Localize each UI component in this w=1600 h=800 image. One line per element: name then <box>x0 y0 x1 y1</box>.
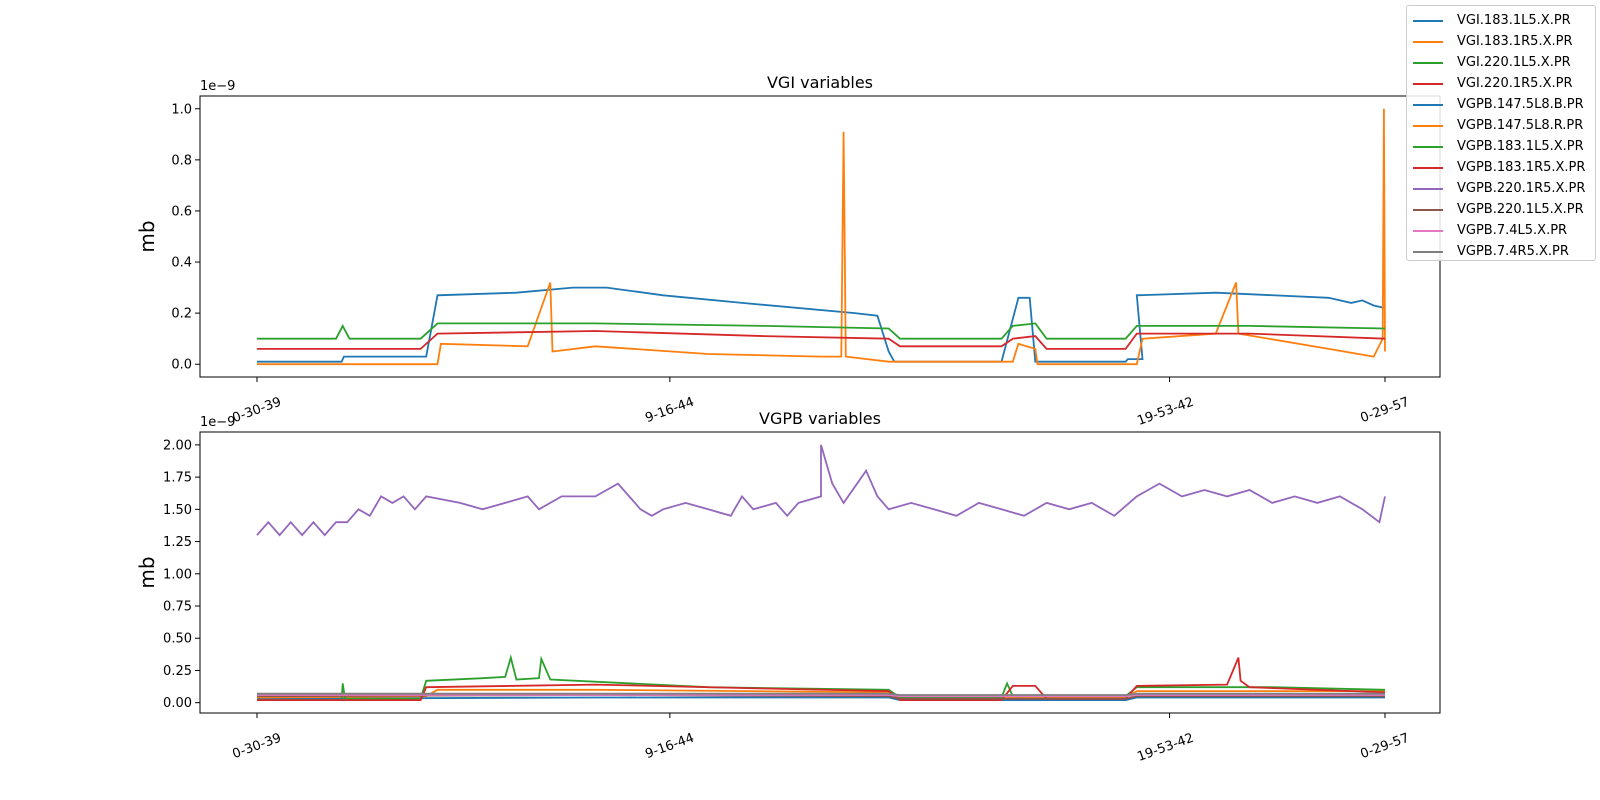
legend-label: VGPB.183.1R5.X.PR <box>1457 160 1586 175</box>
legend-label: VGPB.7.4L5.X.PR <box>1457 223 1568 238</box>
x-tick-label: 9-16-44 <box>643 731 696 762</box>
x-tick-label: 9-16-44 <box>643 395 696 426</box>
series-line-VGI.183.1L5.X.PR <box>257 286 1386 363</box>
legend-item: VGPB.7.4R5.X.PR <box>1413 241 1589 262</box>
legend-swatch <box>1413 250 1443 253</box>
series-line-VGPB.7.4R5.X.PR <box>257 692 1385 696</box>
legend-label: VGPB.220.1R5.X.PR <box>1457 181 1586 196</box>
y-axis-label: mb <box>135 556 159 588</box>
legend-label: VGPB.147.5L8.R.PR <box>1457 118 1584 133</box>
legend-item: VGI.183.1R5.X.PR <box>1413 31 1589 52</box>
x-tick-label: 19-53-42 <box>1135 395 1196 429</box>
x-tick-label: 19-53-42 <box>1135 731 1196 765</box>
y-axis-label: mb <box>135 220 159 252</box>
y-tick-label: 0.4 <box>171 256 192 271</box>
y-tick-label: 0.0 <box>171 358 192 373</box>
series-line-VGPB.183.1R5.X.PR <box>257 657 1386 701</box>
legend-item: VGPB.220.1R5.X.PR <box>1413 178 1589 199</box>
series-line-VGI.220.1R5.X.PR <box>257 330 1386 350</box>
y-tick-label: 0.2 <box>171 307 192 322</box>
chart-panel-2: VGPB variables mb 1e−9 0.00 0.25 0.50 0.75 1.00… <box>135 409 1441 765</box>
legend-swatch <box>1413 82 1443 85</box>
plot-frame <box>199 95 1441 378</box>
x-tick-label: 0-29-57 <box>1359 731 1412 762</box>
legend-swatch <box>1413 187 1443 190</box>
legend-swatch <box>1413 208 1443 211</box>
y-tick-label: 1.00 <box>163 567 192 582</box>
chart-title: VGPB variables <box>759 409 881 428</box>
chart-panel-1: VGI variables mb 1e−9 0.0 0.2 0.4 0.6 0.8 1.0 0-3… <box>135 73 1441 429</box>
legend-item: VGI.220.1R5.X.PR <box>1413 73 1589 94</box>
legend-label: VGI.183.1L5.X.PR <box>1457 13 1571 28</box>
plot-frame <box>199 431 1441 714</box>
legend-label: VGI.220.1L5.X.PR <box>1457 55 1571 70</box>
legend-label: VGPB.220.1L5.X.PR <box>1457 202 1584 217</box>
y-tick-label: 2.00 <box>163 438 192 453</box>
legend-label: VGI.220.1R5.X.PR <box>1457 76 1573 91</box>
y-tick-label: 0.8 <box>171 153 192 168</box>
y-tick-label: 0.75 <box>163 600 192 615</box>
y-scale-label: 1e−9 <box>200 415 235 430</box>
legend-item: VGI.220.1L5.X.PR <box>1413 52 1589 73</box>
series-line-VGPB.7.4L5.X.PR <box>257 694 1385 698</box>
legend-item: VGPB.183.1R5.X.PR <box>1413 157 1589 178</box>
legend-swatch <box>1413 61 1443 64</box>
legend-item: VGPB.147.5L8.R.PR <box>1413 115 1589 136</box>
series-line-VGI.183.1R5.X.PR <box>257 108 1386 366</box>
legend-swatch <box>1413 19 1443 22</box>
legend-label: VGPB.147.5L8.B.PR <box>1457 97 1584 112</box>
legend: VGI.183.1L5.X.PR VGI.183.1R5.X.PR VGI.220.… <box>1406 5 1596 261</box>
legend-swatch <box>1413 40 1443 43</box>
y-tick-label: 1.75 <box>163 471 192 486</box>
y-scale-label: 1e−9 <box>200 79 235 94</box>
x-tick-label: 0-30-39 <box>231 731 284 762</box>
series-line-VGPB.220.1R5.X.PR <box>256 444 1386 537</box>
legend-item: VGPB.147.5L8.B.PR <box>1413 94 1589 115</box>
y-tick-label: 0.6 <box>171 204 192 219</box>
legend-item: VGI.183.1L5.X.PR <box>1413 10 1589 31</box>
legend-item: VGPB.183.1L5.X.PR <box>1413 136 1589 157</box>
legend-swatch <box>1413 145 1443 148</box>
legend-swatch <box>1413 103 1443 106</box>
legend-swatch <box>1413 124 1443 127</box>
legend-swatch <box>1413 166 1443 169</box>
legend-label: VGPB.183.1L5.X.PR <box>1457 139 1584 154</box>
y-tick-label: 0.25 <box>163 664 192 679</box>
chart-title: VGI variables <box>767 73 873 92</box>
legend-item: VGPB.7.4L5.X.PR <box>1413 220 1589 241</box>
legend-item: VGPB.220.1L5.X.PR <box>1413 199 1589 220</box>
x-tick-label: 0-30-39 <box>231 395 284 426</box>
x-tick-label: 0-29-57 <box>1359 395 1412 426</box>
y-tick-label: 0.50 <box>163 632 192 647</box>
legend-swatch <box>1413 229 1443 232</box>
legend-label: VGI.183.1R5.X.PR <box>1457 34 1573 49</box>
y-tick-label: 1.25 <box>163 535 192 550</box>
y-tick-label: 1.50 <box>163 503 192 518</box>
y-tick-label: 0.00 <box>163 696 192 711</box>
series-line-VGI.220.1L5.X.PR <box>257 322 1386 340</box>
series-line-VGPB.147.5L8.B.PR <box>256 696 1385 701</box>
y-tick-label: 1.0 <box>171 102 192 117</box>
legend-label: VGPB.7.4R5.X.PR <box>1457 244 1569 259</box>
